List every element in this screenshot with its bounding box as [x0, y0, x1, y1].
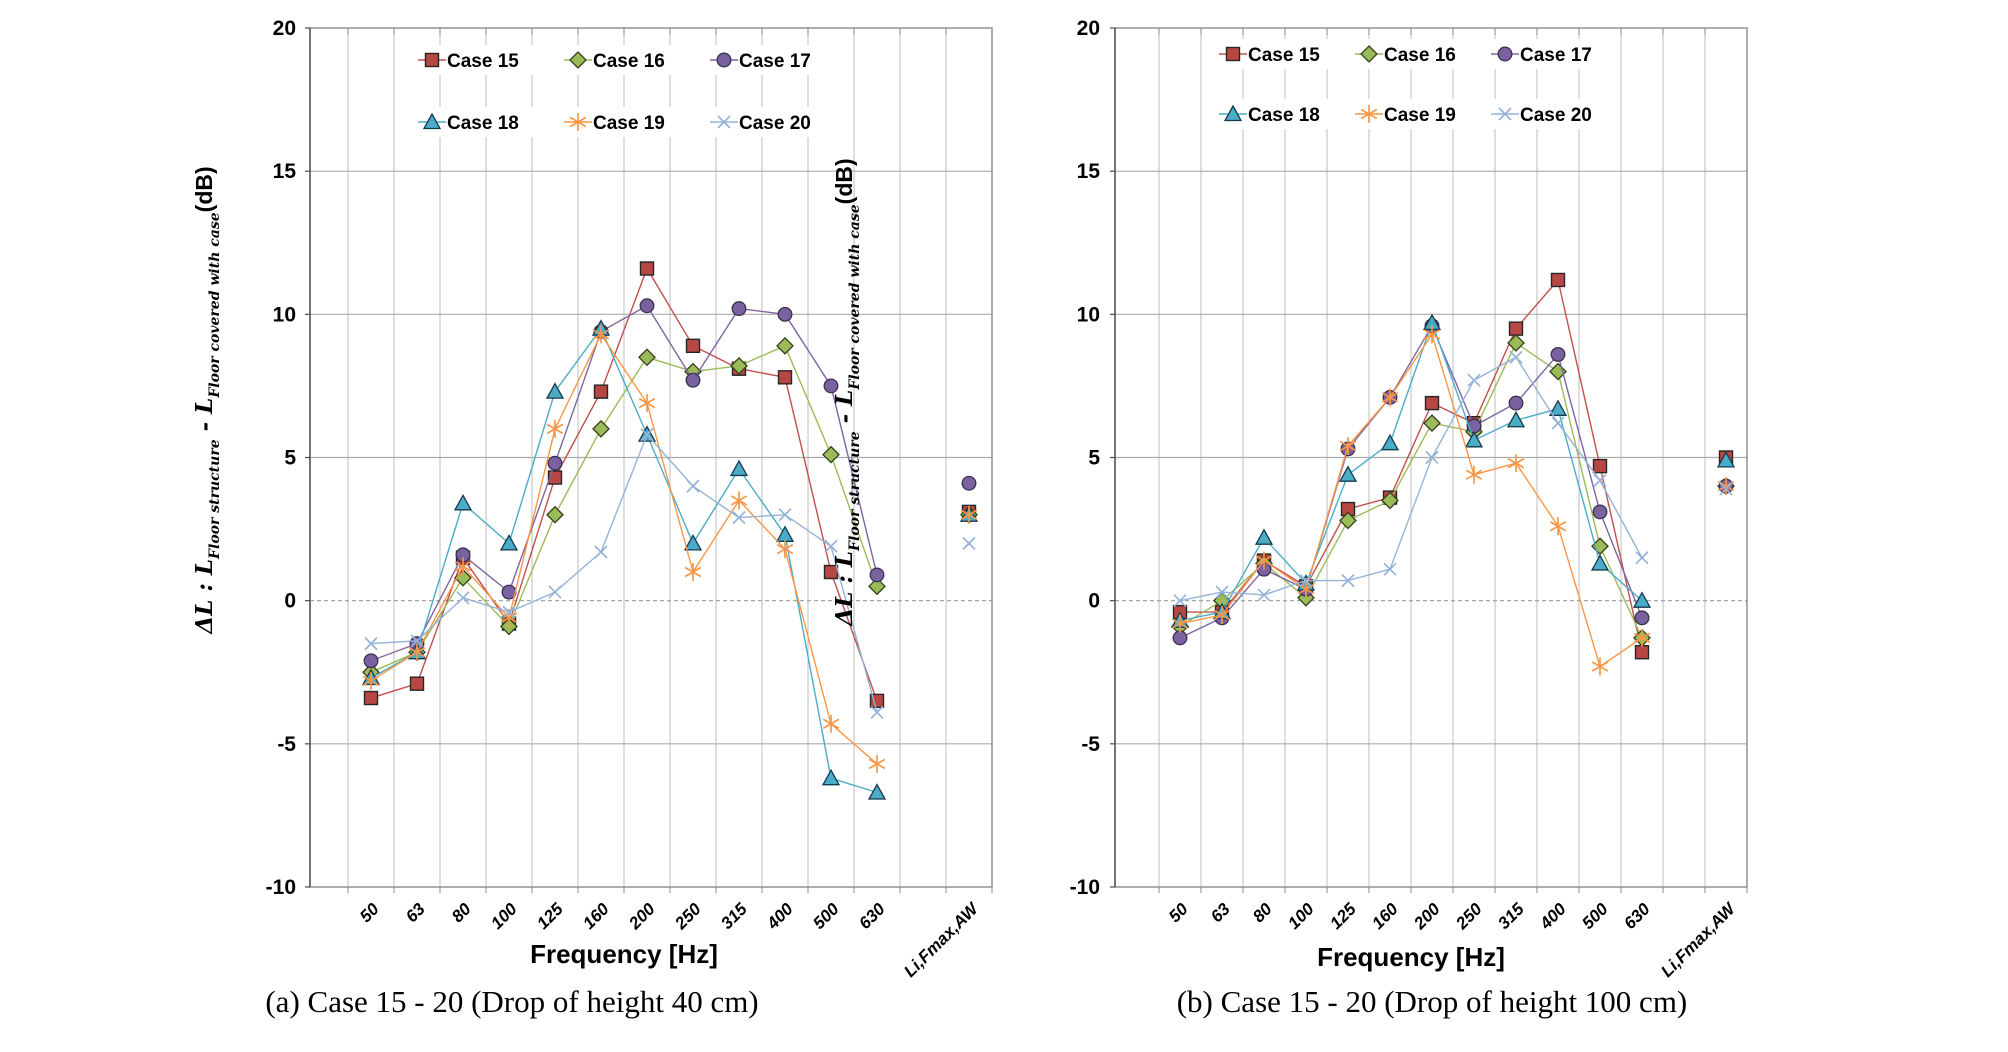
svg-text:500: 500	[809, 899, 843, 933]
svg-text:Case 19: Case 19	[593, 113, 665, 134]
legend-item-case-20-a: Case 20	[708, 107, 830, 137]
svg-text:Case 18: Case 18	[447, 113, 519, 134]
svg-text:-10: -10	[266, 876, 296, 899]
svg-text:315: 315	[1494, 899, 1528, 933]
y-axis-title-b: ΔL : LFloor structure - LFloor covered w…	[831, 158, 863, 626]
svg-text:50: 50	[356, 899, 383, 926]
caption-chart-b: (b) Case 15 - 20 (Drop of height 100 cm)	[1176, 984, 1688, 1019]
svg-text:630: 630	[1620, 899, 1654, 933]
legend-item-case-17-a: Case 17	[708, 45, 830, 75]
svg-text:Case 18: Case 18	[1248, 105, 1320, 126]
svg-text:400: 400	[1536, 899, 1571, 934]
svg-text:100: 100	[487, 899, 521, 933]
svg-text:125: 125	[533, 899, 567, 933]
svg-text:Case 20: Case 20	[1520, 105, 1592, 126]
y-tick-labels-b: 20 15 10 5 0 -5 -10	[1070, 17, 1101, 899]
legend-item-case-18-b: Case 18	[1217, 99, 1339, 129]
y-axis-title-a: ΔL : LFloor structure - LFloor covered w…	[191, 166, 223, 634]
svg-text:Case 17: Case 17	[739, 51, 811, 72]
svg-text:200: 200	[625, 899, 660, 934]
svg-text:250: 250	[1452, 899, 1487, 934]
svg-text:80: 80	[1249, 899, 1276, 926]
x-axis-title-b: Frequency [Hz]	[1317, 942, 1505, 972]
legend-a: Case 15 Case 16 Case 17 Case 18 Case 19 Case …	[416, 45, 830, 137]
legend-item-case-15-a: Case 15	[416, 45, 538, 75]
svg-text:315: 315	[717, 899, 751, 933]
svg-text:160: 160	[579, 899, 613, 933]
legend-item-case-16-b: Case 16	[1353, 39, 1475, 69]
axis-ticks-b	[1110, 27, 1748, 893]
legend-item-case-19-a: Case 19	[562, 107, 684, 137]
svg-text:630: 630	[855, 899, 889, 933]
svg-text:Case 20: Case 20	[739, 113, 811, 134]
gridlines-a	[310, 28, 993, 887]
series-case-19-b	[1171, 325, 1735, 676]
svg-text:0: 0	[284, 590, 296, 613]
svg-text:20: 20	[1077, 17, 1100, 40]
legend-item-case-16-a: Case 16	[562, 45, 684, 75]
svg-text:125: 125	[1326, 899, 1360, 933]
svg-text:10: 10	[273, 303, 296, 326]
legend-b: Case 15 Case 16 Case 17 Case 18 Case 19 Case …	[1217, 39, 1611, 129]
svg-text:5: 5	[1088, 447, 1100, 470]
legend-item-case-19-b: Case 19	[1353, 99, 1475, 129]
legend-item-case-18-a: Case 18	[416, 107, 538, 137]
svg-text:-10: -10	[1070, 876, 1100, 899]
x-axis-title-a: Frequency [Hz]	[530, 939, 718, 969]
y-tick-labels-a: 20 15 10 5 0 -5 -10	[266, 17, 297, 899]
svg-text:Case 15: Case 15	[447, 51, 519, 72]
svg-text:160: 160	[1368, 899, 1402, 933]
svg-text:63: 63	[402, 899, 429, 926]
series-case-19-a	[362, 325, 978, 773]
legend-item-case-17-b: Case 17	[1489, 39, 1611, 69]
axis-ticks-a	[305, 27, 993, 893]
svg-text:100: 100	[1284, 899, 1318, 933]
svg-text:-5: -5	[1081, 733, 1100, 756]
svg-text:0: 0	[1088, 590, 1100, 613]
svg-text:-5: -5	[277, 733, 296, 756]
caption-chart-a: (a) Case 15 - 20 (Drop of height 40 cm)	[265, 984, 759, 1019]
svg-text:200: 200	[1410, 899, 1445, 934]
svg-text:5: 5	[284, 447, 296, 470]
svg-text:Case 17: Case 17	[1520, 45, 1592, 66]
series-case-20-a	[364, 427, 976, 719]
svg-text:400: 400	[763, 899, 798, 934]
svg-text:10: 10	[1077, 303, 1100, 326]
svg-text:250: 250	[671, 899, 706, 934]
svg-text:80: 80	[448, 899, 475, 926]
svg-text:Case 15: Case 15	[1248, 45, 1320, 66]
svg-text:500: 500	[1578, 899, 1612, 933]
legend-item-case-15-b: Case 15	[1217, 39, 1339, 69]
svg-text:20: 20	[273, 17, 296, 40]
legend-item-case-20-b: Case 20	[1489, 99, 1611, 129]
x-tick-li-b: Li,Fmax,AW	[1657, 898, 1740, 981]
svg-text:Case 16: Case 16	[1384, 45, 1456, 66]
svg-text:63: 63	[1207, 899, 1234, 926]
x-tick-li-a: Li,Fmax,AW	[900, 898, 983, 981]
series-case-20-b	[1173, 350, 1733, 608]
svg-text:15: 15	[1077, 160, 1101, 183]
svg-text:15: 15	[273, 160, 297, 183]
svg-text:Case 19: Case 19	[1384, 105, 1456, 126]
series-case-16-a	[362, 336, 978, 682]
svg-text:50: 50	[1165, 899, 1192, 926]
gridlines-b	[1115, 28, 1748, 887]
svg-text:Case 16: Case 16	[593, 51, 665, 72]
